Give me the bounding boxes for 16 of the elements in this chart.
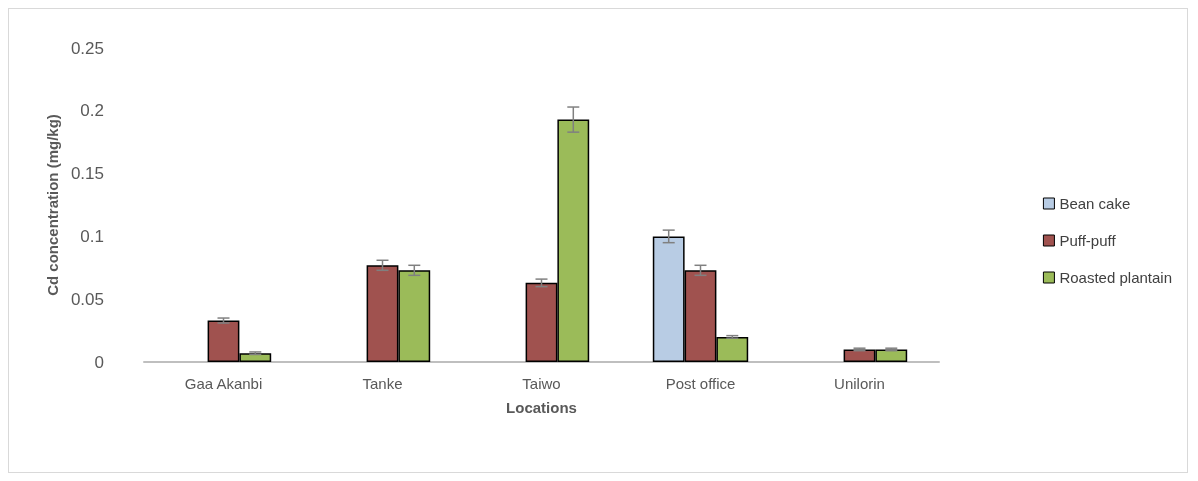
x-tick-label: Tanke (362, 375, 403, 392)
y-tick-label: 0.25 (70, 38, 104, 58)
x-tick-label: Unilorin (834, 375, 885, 392)
legend-label: Roasted plantain (1059, 269, 1173, 286)
legend-label: Puff-puff (1059, 232, 1117, 249)
x-tick-label: Taiwo (522, 375, 561, 392)
y-tick-label: 0 (94, 352, 104, 372)
x-tick-label: Gaa Akanbi (184, 375, 263, 392)
y-tick-label: 0.1 (80, 226, 104, 246)
y-tick-label: 0.2 (80, 101, 104, 121)
y-tick-label: 0.15 (70, 164, 104, 184)
y-axis-title: Cd concentration (mg/kg) (44, 114, 62, 296)
y-tick-label: 0.05 (70, 289, 104, 309)
x-tick-label: Post office (665, 375, 736, 392)
x-axis-title: Locations (506, 399, 577, 416)
legend-label: Bean cake (1059, 195, 1131, 212)
